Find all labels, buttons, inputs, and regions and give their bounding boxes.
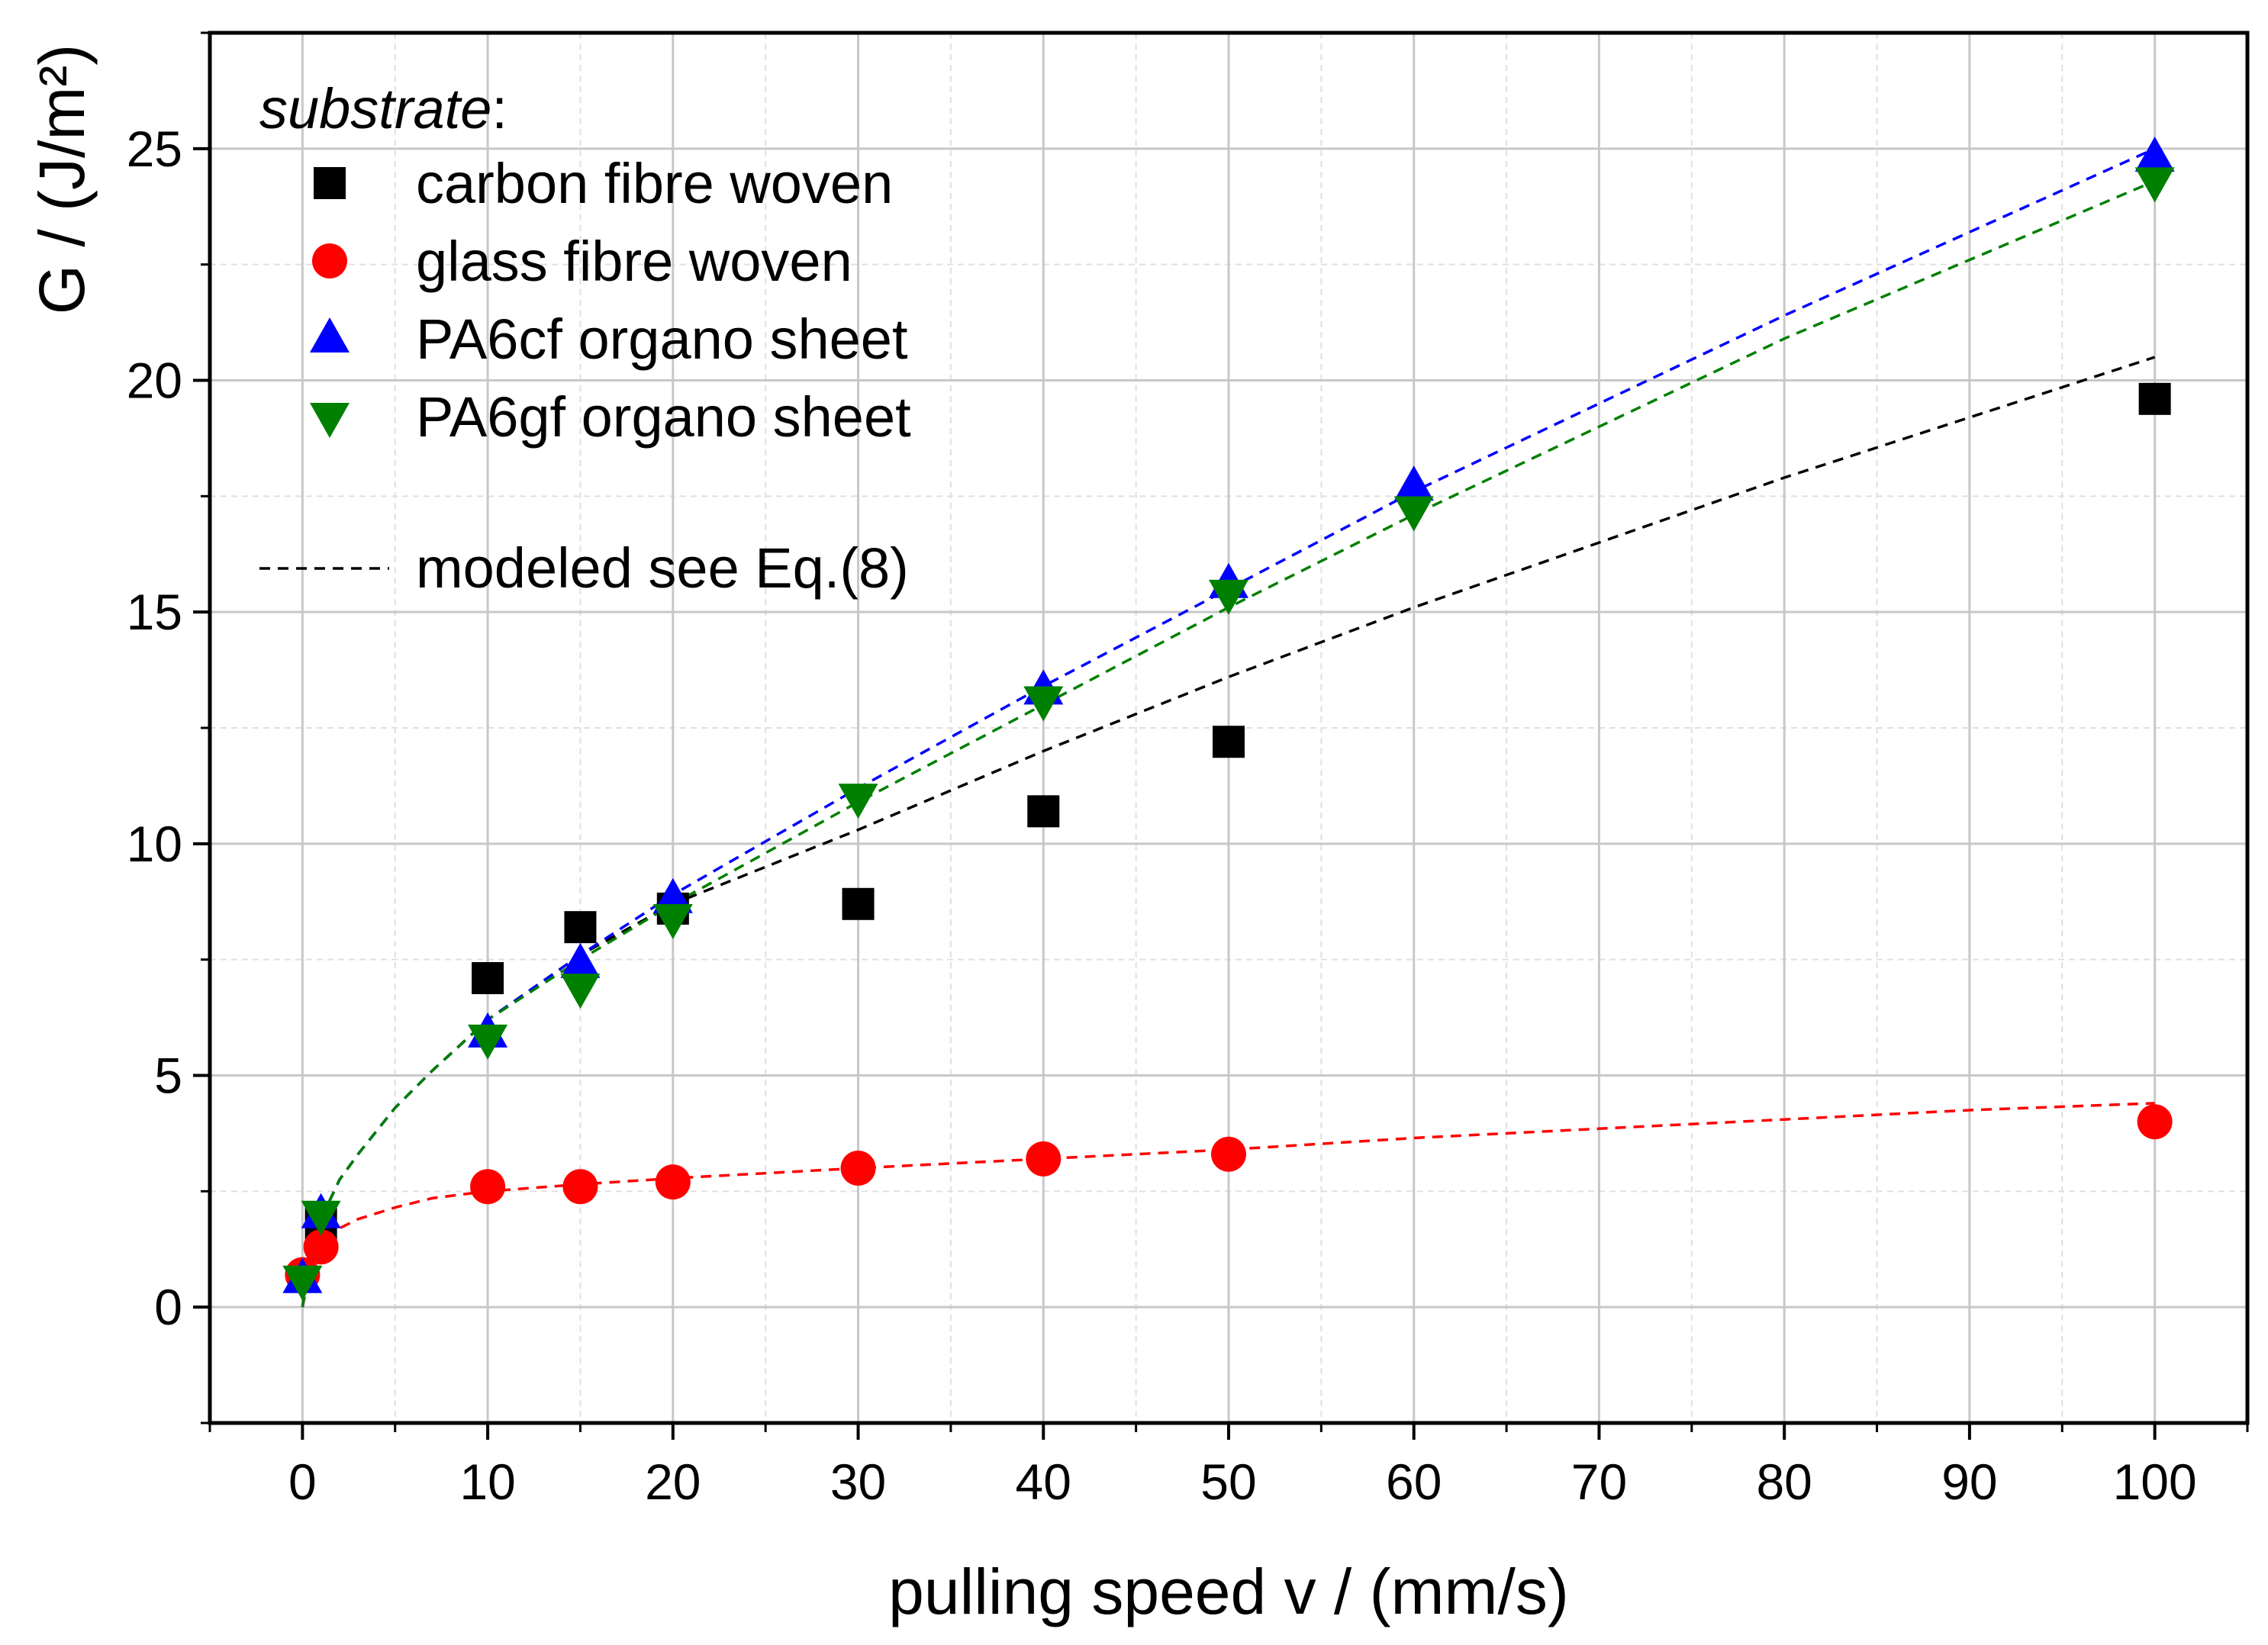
x-tick-label: 100: [2113, 1453, 2197, 1510]
data-point: [562, 1169, 598, 1205]
y-tick-label: 0: [154, 1279, 182, 1335]
data-point: [1027, 795, 1060, 828]
x-tick-label: 70: [1571, 1453, 1627, 1510]
legend-label: carbon fibre woven: [416, 152, 893, 215]
data-point: [840, 1150, 876, 1186]
legend-label: glass fibre woven: [416, 230, 852, 293]
data-point: [1026, 1141, 1062, 1177]
x-tick-label: 40: [1016, 1453, 1071, 1510]
axis-ticks: 0 10 20 30 40 50 60 70 80 90 100 0 5 10 15 20 25: [127, 31, 2249, 1510]
y-tick-label: 5: [154, 1048, 182, 1104]
data-point: [2138, 382, 2171, 415]
data-point: [472, 961, 504, 994]
legend-title: substrate:: [259, 77, 507, 140]
data-point: [1211, 1136, 1246, 1172]
x-tick-label: 90: [1941, 1453, 1997, 1510]
data-point: [2137, 1104, 2173, 1140]
legend-marker: [312, 243, 347, 278]
legend: substrate: carbon fibre woven glass fibre…: [259, 77, 911, 600]
legend-marker: [310, 403, 350, 438]
legend-label: PA6gf organo sheet: [416, 385, 911, 449]
data-point: [1209, 579, 1248, 615]
data-point: [282, 1265, 323, 1301]
data-markers: [282, 136, 2175, 1301]
data-point: [301, 1200, 341, 1236]
data-point: [303, 1229, 339, 1265]
model-curve: [301, 179, 2156, 1308]
x-tick-label: 80: [1756, 1453, 1812, 1510]
data-point: [470, 1169, 506, 1205]
legend-marker: [314, 167, 346, 199]
x-tick-label: 60: [1386, 1453, 1442, 1510]
x-axis-title: pulling speed v / (mm/s): [888, 1556, 1569, 1627]
x-tick-label: 0: [288, 1453, 317, 1510]
legend-label: PA6cf organo sheet: [416, 307, 908, 371]
data-point: [842, 887, 875, 920]
data-point: [1213, 726, 1245, 758]
data-point: [468, 1024, 508, 1060]
x-tick-label: 10: [459, 1453, 515, 1510]
legend-title-suffix: :: [491, 77, 507, 140]
legend-marker: [310, 317, 350, 352]
y-tick-label: 20: [127, 352, 182, 409]
x-tick-label: 20: [645, 1453, 701, 1510]
data-point: [1393, 465, 1434, 501]
y-tick-label: 10: [127, 816, 182, 872]
y-axis-title: G / (J/m²): [26, 44, 98, 315]
data-point: [560, 974, 601, 1009]
model-curves: [301, 147, 2156, 1308]
y-tick-label: 25: [127, 121, 182, 177]
data-point: [838, 784, 878, 819]
data-point: [564, 911, 597, 944]
data-point: [652, 904, 693, 940]
legend-model-label: modeled see Eq.(8): [416, 536, 909, 600]
data-point: [1393, 496, 1434, 532]
legend-entries: carbon fibre woven glass fibre woven PA6cf…: [310, 152, 911, 449]
data-point: [1023, 686, 1064, 722]
data-point: [2134, 136, 2175, 172]
x-tick-label: 30: [830, 1453, 886, 1510]
data-point: [655, 1164, 691, 1200]
data-point: [560, 942, 601, 978]
model-curve: [301, 356, 2156, 1308]
data-point: [2134, 167, 2175, 203]
x-tick-label: 50: [1200, 1453, 1256, 1510]
legend-title-text: substrate: [259, 77, 491, 140]
y-tick-label: 15: [127, 584, 182, 640]
model-curve: [301, 147, 2156, 1308]
